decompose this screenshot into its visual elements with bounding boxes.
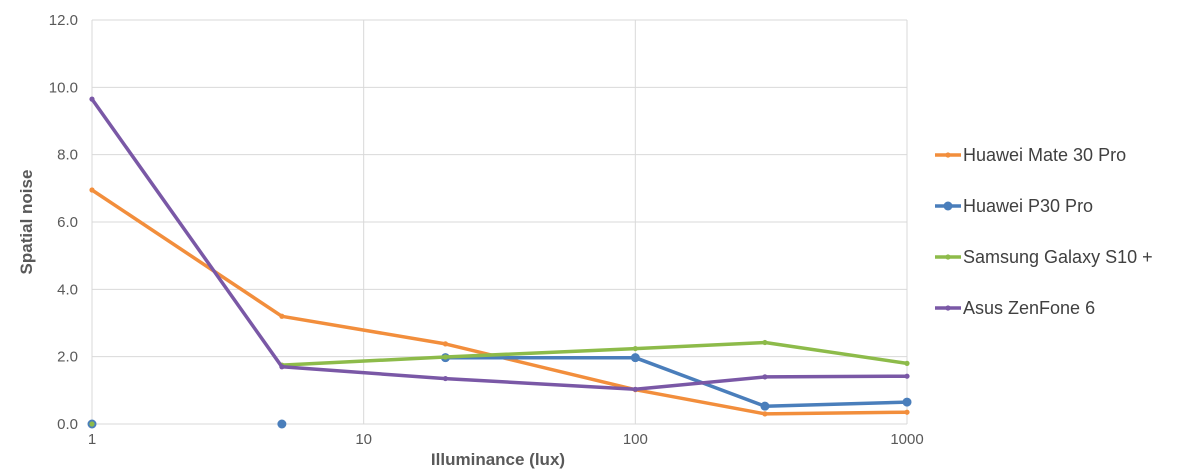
legend-marker xyxy=(945,152,951,158)
legend-label: Samsung Galaxy S10 + xyxy=(963,247,1153,267)
x-tick-label: 100 xyxy=(623,431,648,448)
x-tick-label: 1000 xyxy=(890,431,923,448)
y-axis-title: Spatial noise xyxy=(17,170,36,275)
legend-marker xyxy=(943,201,953,211)
data-point xyxy=(89,421,95,427)
legend-marker xyxy=(945,305,951,311)
x-axis-ticks: 1 10 100 1000 xyxy=(88,431,924,448)
data-point xyxy=(279,364,285,370)
y-tick-label: 2.0 xyxy=(57,349,78,366)
y-tick-label: 4.0 xyxy=(57,281,78,298)
legend: Huawei Mate 30 Pro Huawei P30 Pro Samsung … xyxy=(935,145,1153,318)
y-tick-label: 0.0 xyxy=(57,416,78,433)
legend-item: Samsung Galaxy S10 + xyxy=(935,247,1153,267)
series-line xyxy=(90,188,909,416)
series-3 xyxy=(89,96,910,392)
data-point xyxy=(442,341,449,347)
data-point xyxy=(89,96,95,102)
legend-item: Huawei Mate 30 Pro xyxy=(935,145,1126,165)
legend-item: Huawei P30 Pro xyxy=(935,196,1093,216)
series-layer xyxy=(87,96,912,429)
data-point xyxy=(762,411,768,417)
y-tick-label: 10.0 xyxy=(49,79,78,96)
data-point xyxy=(904,360,910,366)
series-line xyxy=(280,340,909,367)
x-tick-label: 1 xyxy=(88,431,96,448)
series-line xyxy=(90,97,909,392)
legend-label: Asus ZenFone 6 xyxy=(963,298,1095,318)
y-tick-label: 12.0 xyxy=(49,12,78,29)
data-point xyxy=(277,419,287,429)
data-point xyxy=(762,374,768,380)
data-point xyxy=(762,339,768,346)
legend-marker xyxy=(945,254,951,260)
data-point xyxy=(904,373,910,379)
y-tick-label: 8.0 xyxy=(57,147,78,164)
data-point xyxy=(632,345,638,352)
x-tick-label: 10 xyxy=(355,431,372,448)
legend-label: Huawei P30 Pro xyxy=(963,196,1093,216)
data-point xyxy=(442,375,449,382)
gridlines xyxy=(91,19,908,425)
data-point xyxy=(442,354,449,360)
series-1 xyxy=(87,353,912,429)
x-axis-title: Illuminance (lux) xyxy=(431,450,565,469)
data-point xyxy=(904,409,910,415)
y-tick-label: 6.0 xyxy=(57,214,78,231)
legend-label: Huawei Mate 30 Pro xyxy=(963,145,1126,165)
data-point xyxy=(632,386,638,392)
data-point xyxy=(630,353,640,363)
legend-item: Asus ZenFone 6 xyxy=(935,298,1095,318)
data-point xyxy=(89,187,95,193)
data-point xyxy=(902,397,912,407)
data-point xyxy=(279,313,285,319)
data-point xyxy=(760,401,770,411)
y-axis-ticks: 0.0 2.0 4.0 6.0 8.0 10.0 12.0 xyxy=(49,12,78,433)
